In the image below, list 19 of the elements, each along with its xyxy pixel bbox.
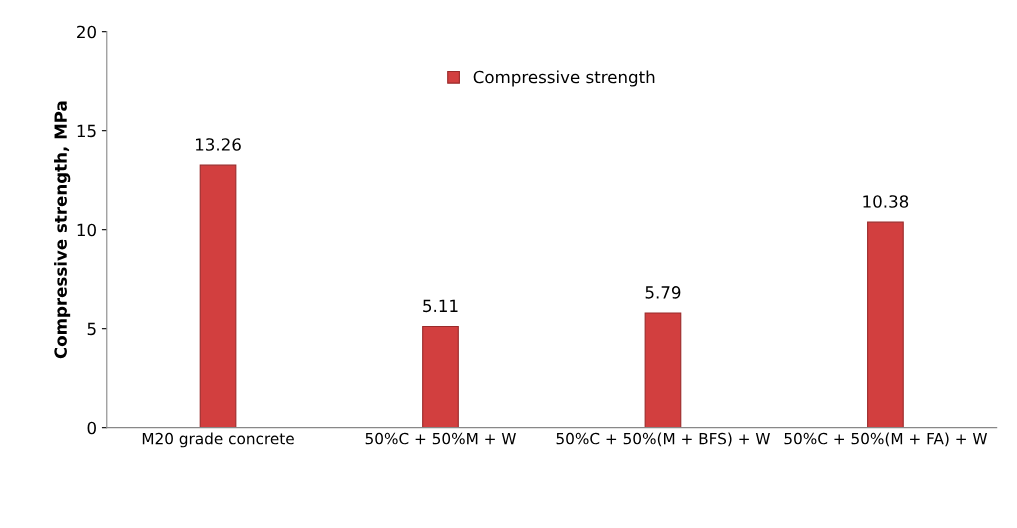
y-axis-title: Compressive strength, MPa	[54, 101, 71, 359]
x-tick-label: 50%C + 50%M + W	[365, 432, 516, 445]
legend-label: Compressive strength	[473, 70, 655, 87]
bar	[867, 221, 904, 428]
x-tick-label: 50%C + 50%(M + FA) + W	[784, 432, 988, 447]
data-label: 5.11	[423, 299, 458, 313]
data-label: 10.38	[863, 195, 909, 208]
bar	[644, 312, 682, 428]
y-tick-label: 20	[77, 25, 96, 39]
bar	[422, 325, 459, 428]
x-tick-label: M20 grade concrete	[142, 432, 294, 448]
data-label: 5.79	[645, 286, 681, 299]
x-tick-label: 50%C + 50%(M + BFS) + W	[556, 432, 770, 447]
data-label: 13.26	[195, 138, 241, 151]
y-tick-label: 10	[77, 223, 96, 237]
bar	[199, 164, 237, 428]
y-tick-label: 0	[87, 421, 96, 435]
y-tick-label: 15	[77, 124, 96, 138]
y-tick-label: 5	[87, 322, 96, 336]
